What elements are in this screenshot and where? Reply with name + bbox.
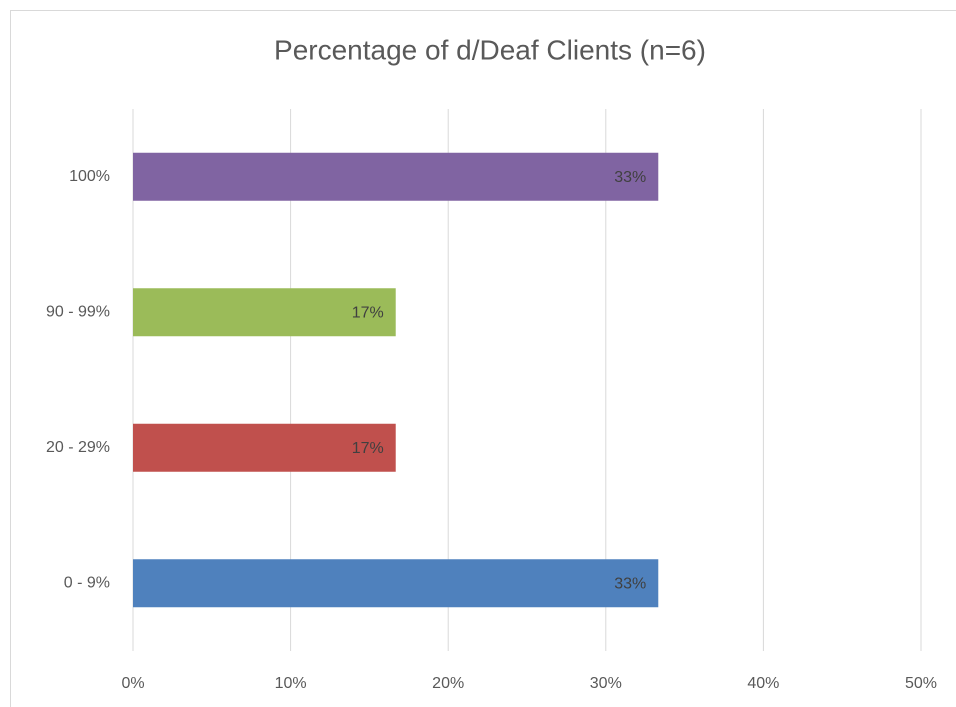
x-tick-label: 40% — [747, 675, 779, 692]
chart-border — [10, 10, 956, 707]
data-label: 33% — [614, 169, 646, 186]
bar — [133, 559, 659, 608]
x-tick-label: 10% — [275, 675, 307, 692]
chart-title: Percentage of d/Deaf Clients (n=6) — [274, 34, 706, 65]
x-tick-label: 0% — [121, 675, 144, 692]
data-label: 33% — [614, 575, 646, 592]
bar — [133, 423, 396, 472]
y-tick-label: 100% — [69, 168, 110, 185]
data-label: 17% — [352, 440, 384, 457]
y-tick-label: 90 - 99% — [46, 303, 110, 320]
bar — [133, 288, 396, 337]
x-tick-label: 30% — [590, 675, 622, 692]
x-tick-label: 20% — [432, 675, 464, 692]
data-label: 17% — [352, 304, 384, 321]
y-tick-label: 20 - 29% — [46, 439, 110, 456]
y-tick-label: 0 - 9% — [64, 574, 110, 591]
x-tick-label: 50% — [905, 675, 937, 692]
bar — [133, 152, 659, 201]
